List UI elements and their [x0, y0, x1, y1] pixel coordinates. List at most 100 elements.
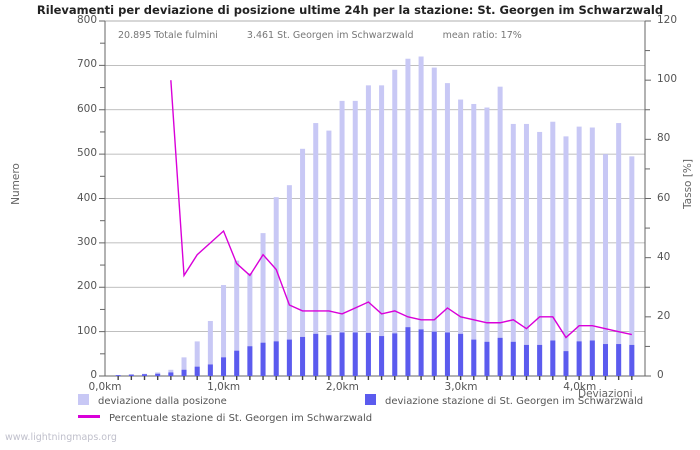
bar-total [510, 123, 516, 376]
bar-total [563, 136, 569, 376]
y-axis-left-tick-400: 400 [76, 191, 97, 204]
legend-label-station: deviazione stazione di St. Georgen im Sc… [385, 396, 644, 407]
bar-station [537, 344, 543, 376]
bar-total [471, 103, 477, 376]
bar-station [339, 332, 345, 376]
y-axis-right-tick-20: 20 [657, 309, 671, 322]
bar-station [484, 341, 490, 376]
bar-total [273, 197, 279, 376]
y-axis-left-tick-100: 100 [76, 324, 97, 337]
chart-annotations: 20.895 Totale fulmini 3.461 St. Georgen … [118, 30, 548, 41]
bar-total [537, 131, 543, 376]
bar-total [207, 320, 213, 376]
bar-total [247, 273, 253, 376]
page-title: Rilevamenti per deviazione di posizione … [36, 3, 664, 17]
bar-total [576, 126, 582, 376]
x-axis-tick-4: 4,0km [563, 381, 597, 393]
bar-total [497, 86, 503, 377]
bar-station [155, 373, 161, 376]
bar-station [194, 366, 200, 376]
y-axis-right-tick-0: 0 [657, 369, 664, 381]
y-axis-right-tick-80: 80 [657, 132, 671, 145]
bar-total [431, 67, 437, 376]
bar-total [418, 56, 424, 376]
legend-swatch-total [78, 394, 89, 405]
bar-station [300, 336, 306, 376]
bar-total [181, 357, 187, 376]
bar-station [247, 346, 253, 376]
bar-total [300, 148, 306, 376]
bar-station [616, 344, 622, 376]
legend-item-total: deviazione dalla posizone [78, 394, 227, 407]
bar-station [168, 372, 174, 376]
bar-station [510, 341, 516, 376]
y-axis-right-tick-100: 100 [657, 73, 678, 86]
bar-station [471, 339, 477, 376]
bar-total [444, 83, 450, 376]
bar-station [221, 357, 227, 376]
ratio-line [170, 80, 632, 339]
y-axis-left-title: Numero [10, 163, 22, 205]
bar-station [589, 340, 595, 376]
annotation-total: 20.895 Totale fulmini [118, 30, 218, 41]
bar-total [313, 123, 319, 376]
bar-total [484, 107, 490, 376]
bar-total [286, 185, 292, 376]
bar-station [523, 344, 529, 376]
bar-total [602, 154, 608, 376]
bar-station [286, 339, 292, 376]
legend-label-total: deviazione dalla posizone [98, 396, 227, 407]
bar-station [115, 375, 121, 376]
y-axis-right-tick-40: 40 [657, 250, 671, 263]
bar-station [444, 332, 450, 376]
bar-station [260, 342, 266, 376]
x-axis-title: Deviazioni [578, 388, 633, 400]
x-axis-tick-3: 3,0km [444, 381, 478, 393]
bar-total [616, 123, 622, 376]
bar-station [431, 331, 437, 376]
bar-total [629, 156, 635, 376]
bar-station [629, 344, 635, 376]
bar-total [405, 58, 411, 376]
y-axis-left-tick-0: 0 [90, 369, 97, 381]
annotation-mean-ratio: mean ratio: 17% [442, 30, 522, 41]
bar-station [405, 327, 411, 376]
bar-total [589, 127, 595, 376]
bar-station [458, 333, 464, 376]
legend-item-ratio: Percentuale stazione di St. Georgen im S… [78, 413, 372, 424]
annotation-station: 3.461 St. Georgen im Schwarzwald [246, 30, 414, 41]
bar-total [365, 85, 371, 376]
bar-station [418, 329, 424, 376]
bar-total [194, 341, 200, 376]
bar-station [181, 369, 187, 376]
bar-station [379, 336, 385, 376]
bar-total [234, 260, 240, 376]
y-axis-left-tick-200: 200 [76, 280, 97, 293]
bar-station [326, 335, 332, 376]
bar-total [339, 100, 345, 376]
y-axis-left-tick-600: 600 [76, 102, 97, 115]
bar-station [273, 341, 279, 376]
legend-line-ratio [78, 415, 100, 418]
bar-station [128, 374, 134, 376]
bar-total [221, 285, 227, 376]
bar-total [392, 69, 398, 376]
y-axis-left-tick-700: 700 [76, 58, 97, 71]
bar-station [365, 332, 371, 376]
bar-station [497, 337, 503, 376]
bar-total [379, 85, 385, 376]
bar-total [260, 233, 266, 376]
bar-station [563, 351, 569, 376]
y-axis-left-tick-500: 500 [76, 147, 97, 160]
y-axis-right-title: Tasso [%] [682, 159, 694, 209]
bar-total [458, 99, 464, 376]
bar-station [602, 344, 608, 376]
bar-total [550, 121, 556, 376]
legend-swatch-station [365, 394, 376, 405]
x-axis-tick-0: 0,0km [88, 381, 122, 393]
bar-station [550, 340, 556, 376]
bar-station [392, 333, 398, 376]
bar-total [523, 123, 529, 376]
